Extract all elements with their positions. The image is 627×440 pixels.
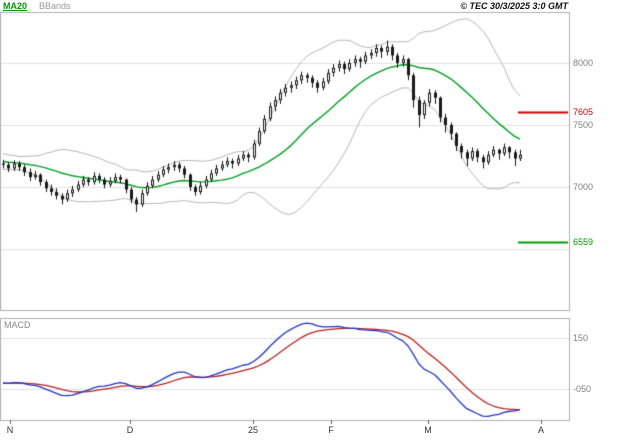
support-level-label: 6559 [573, 237, 594, 247]
price-label-7000: 7000 [573, 182, 594, 192]
legend-bbands[interactable]: BBands [39, 1, 71, 11]
macd-pane-label: MACD [4, 320, 31, 330]
resistance-level-label: 7605 [573, 107, 594, 117]
macd-label-150: 150 [573, 333, 589, 343]
x-axis-label-mar: M [424, 425, 432, 435]
x-axis-label-nov: N [6, 425, 14, 435]
price-label-7500: 7500 [573, 120, 594, 130]
macd-label-m050: -050 [573, 384, 592, 394]
x-axis-label-feb: F [328, 425, 334, 435]
x-axis-label-25: 25 [247, 425, 258, 435]
copyright-text: © TEC 30/3/2025 3:0 GMT [460, 1, 568, 11]
price-label-8000: 8000 [573, 58, 594, 68]
x-axis-label-dec: D [126, 425, 134, 435]
x-axis-label-apr: A [537, 425, 544, 435]
chart-legend: MA20 BBands [3, 1, 71, 11]
legend-ma20[interactable]: MA20 [3, 1, 28, 11]
